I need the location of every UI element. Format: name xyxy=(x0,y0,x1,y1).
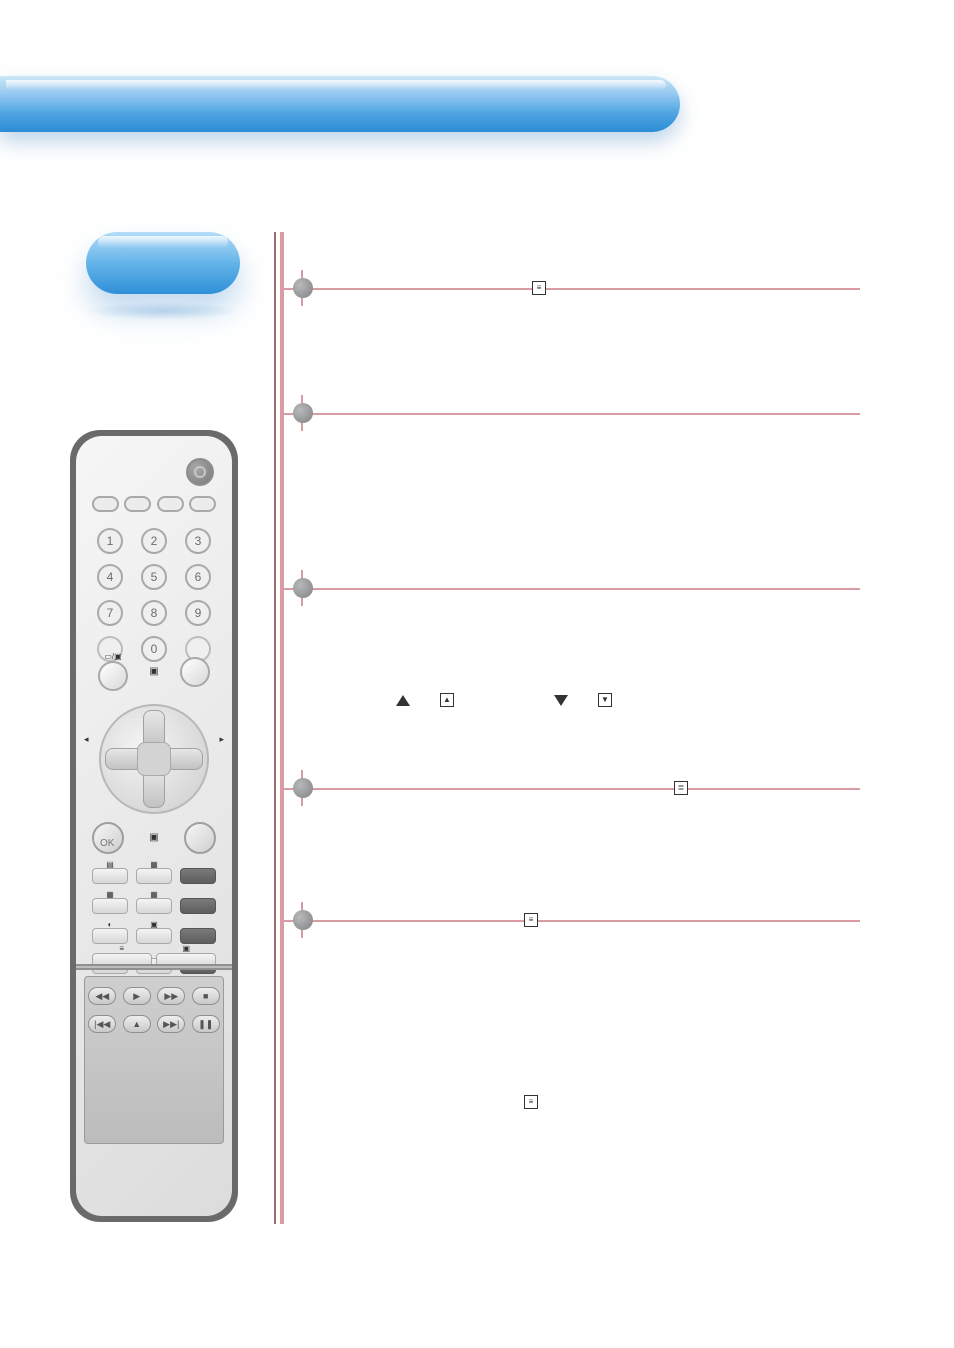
stop-button[interactable]: ■ xyxy=(192,987,220,1005)
ok-button[interactable]: OK xyxy=(92,822,124,854)
pill-reflection xyxy=(86,302,240,320)
dpad-left-arrow-icon: ◂ xyxy=(84,734,89,745)
step-rule-3 xyxy=(280,588,860,590)
dpad-right-arrow-icon: ▸ xyxy=(219,734,224,745)
oval-button-4[interactable] xyxy=(189,496,216,512)
pause-button[interactable]: ❚❚ xyxy=(192,1015,220,1033)
step-rule-5 xyxy=(280,920,860,922)
ok-label: OK xyxy=(100,838,114,849)
play-button[interactable]: ▶ xyxy=(123,987,151,1005)
step-glyph-4: ≣ xyxy=(674,781,688,795)
mid-round-row: ▭/▣ ▣ xyxy=(98,652,210,691)
oval-button-1[interactable] xyxy=(92,496,119,512)
fn-button-3[interactable] xyxy=(92,898,128,914)
triangle-up-icon xyxy=(396,695,410,706)
step-node-5 xyxy=(293,910,313,930)
num-4[interactable]: 4 xyxy=(97,564,123,590)
back-button[interactable] xyxy=(184,822,216,854)
num-9[interactable]: 9 xyxy=(185,600,211,626)
fast-forward-button[interactable]: ▶▶ xyxy=(157,987,185,1005)
prev-button[interactable]: |◀◀ xyxy=(88,1015,116,1033)
menu-down-icon: ▼ xyxy=(598,693,612,707)
aspect-button[interactable] xyxy=(98,661,128,691)
fn-label-0: ▤ xyxy=(92,860,128,868)
fn-button-2[interactable] xyxy=(180,868,216,884)
media-panel: ◀◀ ▶ ▶▶ ■ |◀◀ ▲ ▶▶| ❚❚ xyxy=(84,976,224,1144)
step-glyph-1: ≡ xyxy=(532,281,546,295)
media-row-1: ◀◀ ▶ ▶▶ ■ xyxy=(85,987,223,1005)
fn-label-7: ▣ xyxy=(136,920,172,928)
next-button[interactable]: ▶▶| xyxy=(157,1015,185,1033)
num-8[interactable]: 8 xyxy=(141,600,167,626)
step-node-1 xyxy=(293,278,313,298)
step-rule-1 xyxy=(280,288,860,290)
fn-label-5 xyxy=(180,890,216,898)
step-rule-4 xyxy=(280,788,860,790)
step-node-4 xyxy=(293,778,313,798)
menu-up-icon: ▲ xyxy=(440,693,454,707)
fn-button-0[interactable] xyxy=(92,868,128,884)
bottom-glyph-1: ≡ xyxy=(92,944,152,953)
num-2[interactable]: 2 xyxy=(141,528,167,554)
oval-button-3[interactable] xyxy=(157,496,184,512)
step5-extra-glyph: ≡ xyxy=(524,1095,538,1109)
fn-label-6: ◐ xyxy=(92,920,128,928)
fn-button-6[interactable] xyxy=(92,928,128,944)
num-5[interactable]: 5 xyxy=(141,564,167,590)
fn-button-7[interactable] xyxy=(136,928,172,944)
remote-split-line xyxy=(76,964,232,970)
num-3[interactable]: 3 xyxy=(185,528,211,554)
fn-label-4: ▦ xyxy=(136,890,172,898)
fn-button-1[interactable] xyxy=(136,868,172,884)
step-node-2 xyxy=(293,403,313,423)
rewind-button[interactable]: ◀◀ xyxy=(88,987,116,1005)
number-pad: 1 2 3 4 5 6 7 8 9 0 xyxy=(96,528,212,662)
power-button[interactable] xyxy=(186,458,214,486)
aspect-icon-label: ▭/▣ xyxy=(98,652,128,661)
remote-face: 1 2 3 4 5 6 7 8 9 0 ▭/▣ ▣ xyxy=(76,436,232,1216)
fn-label-3: ▦ xyxy=(92,890,128,898)
num-6[interactable]: 6 xyxy=(185,564,211,590)
fn-button-4[interactable] xyxy=(136,898,172,914)
remote-control: 1 2 3 4 5 6 7 8 9 0 ▭/▣ ▣ xyxy=(70,430,238,1222)
triangle-down-icon xyxy=(554,695,568,706)
vertical-divider xyxy=(274,232,276,1224)
top-oval-row xyxy=(92,496,216,512)
eject-button[interactable]: ▲ xyxy=(123,1015,151,1033)
num-1[interactable]: 1 xyxy=(97,528,123,554)
fn-label-1: ▦ xyxy=(136,860,172,868)
fn-button-5[interactable] xyxy=(180,898,216,914)
section-pill-badge xyxy=(86,232,240,294)
fn-label-8 xyxy=(180,920,216,928)
dpad-center[interactable] xyxy=(137,742,171,776)
media-row-2: |◀◀ ▲ ▶▶| ❚❚ xyxy=(85,1015,223,1033)
fn-label-2 xyxy=(180,860,216,868)
mid-right-button[interactable] xyxy=(180,657,210,687)
step3-symbol-row: ▲ ▼ xyxy=(396,693,612,707)
step-node-3 xyxy=(293,578,313,598)
num-7[interactable]: 7 xyxy=(97,600,123,626)
dpad xyxy=(99,704,209,814)
fn-button-8[interactable] xyxy=(180,928,216,944)
bottom-glyph-2: ▣ xyxy=(156,944,216,953)
mid-glyph-icon: ▣ xyxy=(149,666,158,677)
step-glyph-5: ≡ xyxy=(524,913,538,927)
oval-button-2[interactable] xyxy=(124,496,151,512)
header-glossy-bar xyxy=(0,76,680,132)
step-rule-2 xyxy=(280,413,860,415)
lower-center-glyph: ▣ xyxy=(149,832,158,843)
timeline-rail xyxy=(280,232,284,1224)
